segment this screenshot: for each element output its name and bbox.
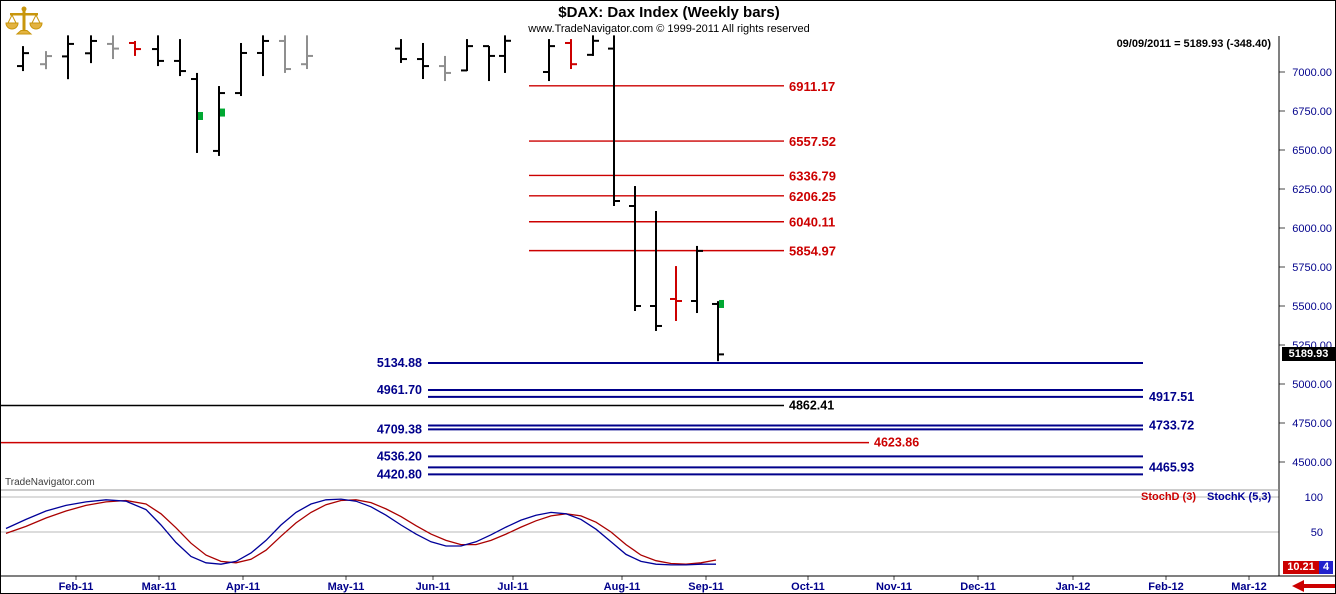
month-label: Jun-11 bbox=[416, 581, 451, 593]
support-label: 4961.70 bbox=[377, 383, 422, 397]
tradenavigator-scales-icon bbox=[5, 6, 43, 35]
month-label: Apr-11 bbox=[226, 581, 260, 593]
price-label: 5750.00 bbox=[1292, 262, 1332, 274]
month-label: Jan-12 bbox=[1056, 581, 1091, 593]
last-quote-readout: 09/09/2011 = 5189.93 (-348.40) bbox=[1116, 38, 1271, 50]
month-label: Feb-11 bbox=[59, 581, 94, 593]
scroll-left-arrow-icon[interactable] bbox=[1292, 580, 1304, 592]
month-label: Jul-11 bbox=[497, 581, 528, 593]
price-label: 6750.00 bbox=[1292, 106, 1332, 118]
stoch-axis-label: 100 bbox=[1305, 492, 1323, 504]
month-label: May-11 bbox=[328, 581, 365, 593]
month-label: Nov-11 bbox=[876, 581, 912, 593]
price-label: 4750.00 bbox=[1292, 418, 1332, 430]
month-label: Feb-12 bbox=[1148, 581, 1183, 593]
support-label: 4733.72 bbox=[1149, 419, 1194, 433]
chart-title: $DAX: Dax Index (Weekly bars) bbox=[558, 4, 780, 21]
price-label: 6500.00 bbox=[1292, 145, 1332, 157]
scroll-left-arrow-tail[interactable] bbox=[1304, 584, 1335, 588]
month-label: Sep-11 bbox=[688, 581, 723, 593]
watermark-text: TradeNavigator.com bbox=[5, 477, 95, 488]
stochk-value-badge: 4 bbox=[1319, 561, 1333, 574]
stochk-legend[interactable]: StochK (5,3) bbox=[1207, 491, 1272, 503]
support-label: 4709.38 bbox=[377, 422, 422, 436]
stochd-value-badge: 10.21 bbox=[1283, 561, 1319, 574]
price-label: 4500.00 bbox=[1292, 457, 1332, 469]
green-marker bbox=[220, 108, 225, 117]
support-label: 4536.20 bbox=[377, 449, 422, 463]
support-label: 4420.80 bbox=[377, 467, 422, 481]
support-label: 4917.51 bbox=[1149, 390, 1194, 404]
pivot-label-black: 4862.41 bbox=[789, 398, 834, 412]
month-label: Mar-11 bbox=[142, 581, 177, 593]
price-label: 5500.00 bbox=[1292, 301, 1332, 313]
price-label: 6000.00 bbox=[1292, 223, 1332, 235]
green-marker bbox=[719, 299, 724, 308]
resistance-label: 6557.52 bbox=[789, 134, 836, 149]
price-label: 6250.00 bbox=[1292, 184, 1332, 196]
month-label: Mar-12 bbox=[1231, 581, 1266, 593]
support-label: 5134.88 bbox=[377, 356, 422, 370]
price-label: 7000.00 bbox=[1292, 67, 1332, 79]
stochk-curve bbox=[5, 498, 716, 566]
copyright-subtitle: www.TradeNavigator.com © 1999-2011 All r… bbox=[528, 23, 810, 35]
resistance-label: 6911.17 bbox=[789, 79, 835, 94]
resistance-label: 6040.11 bbox=[789, 215, 835, 230]
pivot-label-red: 4623.86 bbox=[874, 436, 919, 450]
stoch-axis-label: 50 bbox=[1311, 527, 1323, 539]
stochd-curve bbox=[5, 499, 717, 565]
support-label: 4465.93 bbox=[1149, 460, 1194, 474]
month-label: Dec-11 bbox=[960, 581, 995, 593]
price-label: 5000.00 bbox=[1292, 379, 1332, 391]
last-price-badge: 5189.93 bbox=[1282, 347, 1335, 361]
resistance-label: 6336.79 bbox=[789, 168, 836, 183]
resistance-label: 6206.25 bbox=[789, 189, 836, 204]
stochd-legend[interactable]: StochD (3) bbox=[1141, 491, 1196, 503]
resistance-label: 5854.97 bbox=[789, 244, 836, 259]
month-label: Oct-11 bbox=[791, 581, 825, 593]
green-marker bbox=[198, 111, 203, 120]
month-label: Aug-11 bbox=[604, 581, 641, 593]
